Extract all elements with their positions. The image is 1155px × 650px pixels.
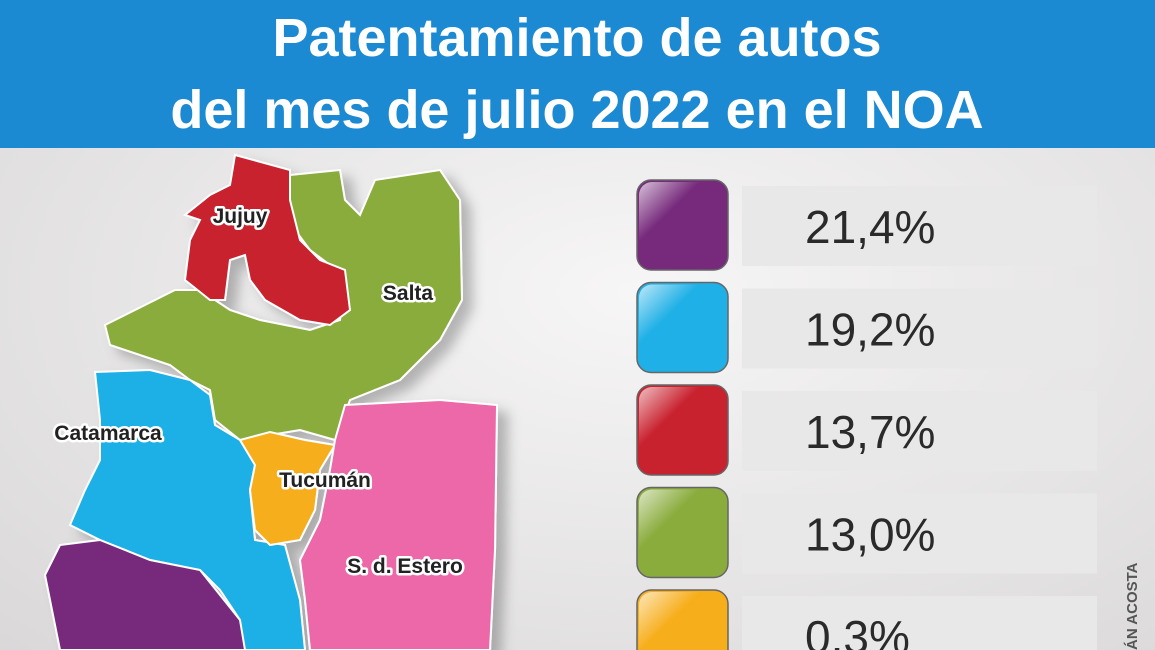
legend-value: 21,4% <box>805 201 935 253</box>
legend: 21,4% 19,2% 13,7% 13,0% 0,3% <box>636 179 1097 650</box>
credit: ÁN ACOSTA <box>1124 562 1141 650</box>
legend-value: 13,7% <box>805 406 935 458</box>
legend-bar <box>742 391 1097 471</box>
region-label: Salta <box>383 282 434 305</box>
swatch-gloss <box>639 387 726 473</box>
catamarca-region <box>68 368 307 650</box>
region-label: Catamarca <box>54 422 162 445</box>
legend-bar <box>742 186 1097 266</box>
rioja-region <box>43 538 247 650</box>
swatch-gloss <box>639 182 726 268</box>
map <box>43 153 499 650</box>
legend-value: 19,2% <box>805 304 935 356</box>
legend-bar <box>742 596 1097 650</box>
swatch-gloss <box>639 489 726 576</box>
tucuman-region <box>238 430 337 547</box>
legend-value: 0,3% <box>805 611 910 650</box>
legend-bar <box>742 288 1097 369</box>
estero-region <box>298 398 499 650</box>
jujuy-region <box>182 153 352 327</box>
legend-bar <box>742 493 1097 574</box>
title-line: Patentamiento de autos <box>272 8 881 68</box>
swatch-gloss <box>639 592 726 650</box>
title-line: del mes de julio 2022 en el NOA <box>170 80 983 140</box>
region-label: Jujuy <box>213 205 268 228</box>
swatch-gloss <box>639 284 726 371</box>
region-label: S. d. Estero <box>347 555 463 578</box>
legend-value: 13,0% <box>805 509 935 561</box>
region-label: Tucumán <box>279 469 371 492</box>
header <box>0 0 1155 148</box>
